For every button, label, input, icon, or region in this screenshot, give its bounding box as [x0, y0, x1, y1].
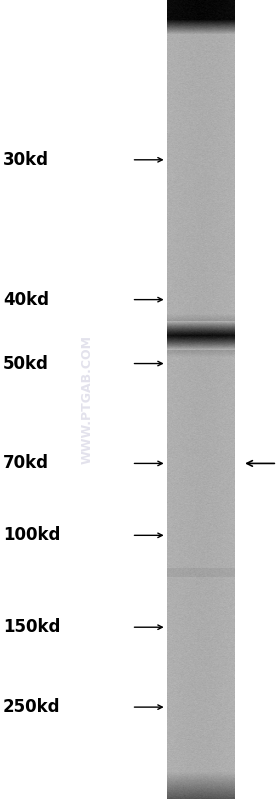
Text: 100kd: 100kd [3, 527, 60, 544]
Text: WWW.PTGAB.COM: WWW.PTGAB.COM [80, 335, 93, 464]
Text: 250kd: 250kd [3, 698, 60, 716]
Text: 30kd: 30kd [3, 151, 49, 169]
Text: 50kd: 50kd [3, 355, 49, 372]
Text: 150kd: 150kd [3, 618, 60, 636]
Text: 70kd: 70kd [3, 455, 49, 472]
Text: 40kd: 40kd [3, 291, 49, 308]
